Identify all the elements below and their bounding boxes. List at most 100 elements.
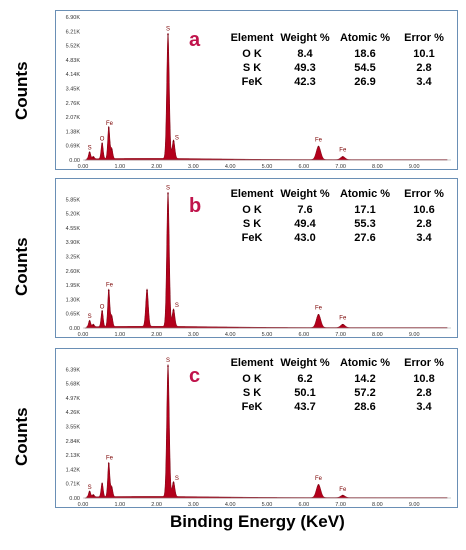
cell-error: 3.4 bbox=[416, 76, 432, 88]
peak-label: S bbox=[175, 476, 179, 482]
x-tick-label: 9.00 bbox=[409, 164, 420, 170]
composition-table-a: Element Weight % Atomic % Error % O K 8.… bbox=[228, 32, 452, 90]
panel-letter-a: a bbox=[189, 29, 201, 51]
peak-point bbox=[167, 193, 169, 195]
peak-point bbox=[92, 494, 95, 497]
x-tick-label: 6.00 bbox=[298, 164, 309, 170]
table-header-row: Element Weight % Atomic % Error % bbox=[228, 188, 452, 204]
x-tick-label: 9.00 bbox=[409, 332, 420, 338]
y-tick-label: 6.21K bbox=[66, 29, 81, 35]
x-tick-label: 7.00 bbox=[335, 332, 346, 338]
peak-point bbox=[172, 309, 175, 312]
table-header-row: Element Weight % Atomic % Error % bbox=[228, 32, 452, 48]
x-tick-label: 5.00 bbox=[262, 502, 273, 508]
cell-atomic: 26.9 bbox=[354, 76, 376, 88]
header-element: Element bbox=[230, 357, 274, 369]
header-weight: Weight % bbox=[280, 357, 330, 369]
y-tick-label: 2.76K bbox=[66, 101, 81, 107]
peak-label: Fe bbox=[339, 315, 347, 321]
header-atomic: Atomic % bbox=[339, 188, 391, 200]
header-weight: Weight % bbox=[280, 32, 330, 44]
y-tick-label: 0.00 bbox=[69, 158, 80, 164]
cell-element: FeK bbox=[241, 76, 263, 88]
y-tick-label: 0.65K bbox=[66, 312, 81, 318]
spectrum-panel-a: 0.00 0.69K 1.38K 2.07K 2.76K 3.45K 4.14K 4.83K 5… bbox=[55, 10, 458, 170]
y-tick-label: 4.55K bbox=[66, 226, 81, 232]
y-tick-label: 0.69K bbox=[66, 144, 81, 150]
peak-point bbox=[167, 365, 169, 367]
cell-element: O K bbox=[242, 373, 262, 385]
cell-element: O K bbox=[242, 48, 262, 60]
y-tick-label: 2.13K bbox=[66, 453, 81, 459]
y-tick-label: 2.60K bbox=[66, 269, 81, 275]
x-tick-label: 2.00 bbox=[151, 332, 162, 338]
peak-point bbox=[107, 127, 110, 129]
cell-error: 10.1 bbox=[413, 48, 435, 60]
cell-atomic: 17.1 bbox=[354, 204, 376, 216]
peak-label: Fe bbox=[315, 305, 323, 311]
header-atomic: Atomic % bbox=[339, 32, 391, 44]
peak-point bbox=[107, 462, 110, 465]
peak-label: Fe bbox=[315, 137, 323, 143]
y-tick-label: 3.25K bbox=[66, 255, 81, 261]
peak-label: S bbox=[88, 485, 92, 491]
y-tick-label: 0.71K bbox=[66, 482, 81, 488]
peak-label: Fe bbox=[339, 487, 347, 493]
peak-point bbox=[88, 491, 91, 493]
header-element: Element bbox=[230, 32, 274, 44]
y-tick-label: 4.14K bbox=[66, 72, 81, 78]
y-tick-label: 5.20K bbox=[66, 212, 81, 218]
peak-label: O bbox=[100, 136, 105, 142]
spectrum-panel-b: 0.00 0.65K 1.30K 1.95K 2.60K 3.25K 3.90K 4.55K 5… bbox=[55, 178, 458, 338]
x-tick-label: 7.00 bbox=[335, 502, 346, 508]
cell-error: 10.6 bbox=[413, 204, 435, 216]
x-tick-label: 3.00 bbox=[188, 164, 199, 170]
cell-weight: 8.4 bbox=[297, 48, 313, 60]
y-tick-label: 6.39K bbox=[66, 367, 81, 373]
peak-point bbox=[101, 143, 103, 145]
spectrum-plot-a: 0.00 0.69K 1.38K 2.07K 2.76K 3.45K 4.14K 4.83K 5… bbox=[66, 15, 451, 170]
peak-label: S bbox=[175, 303, 179, 309]
cell-error: 2.8 bbox=[416, 218, 432, 230]
cell-error: 2.8 bbox=[416, 62, 432, 74]
header-element: Element bbox=[230, 188, 274, 200]
y-axis-label-b: Counts bbox=[12, 237, 31, 296]
x-tick-label: 0.00 bbox=[78, 332, 89, 338]
spectrum-plot-c: 0.00 0.71K 1.42K 2.13K 2.84K 3.55K 4.26K 4.97K 5… bbox=[66, 358, 451, 508]
peak-point bbox=[101, 310, 103, 313]
peak-point bbox=[342, 323, 344, 326]
cell-weight: 50.1 bbox=[294, 387, 316, 399]
cell-weight: 49.3 bbox=[294, 62, 316, 74]
peak-point bbox=[342, 156, 344, 158]
cell-error: 3.4 bbox=[416, 401, 432, 413]
peak-point bbox=[317, 145, 320, 148]
x-axis-label: Binding Energy (KeV) bbox=[170, 512, 345, 531]
panel-letter-c: c bbox=[189, 365, 201, 387]
cell-atomic: 57.2 bbox=[354, 387, 376, 399]
y-tick-label: 3.45K bbox=[66, 87, 81, 93]
peak-point bbox=[172, 482, 175, 484]
y-tick-label: 2.07K bbox=[66, 115, 81, 121]
table-row: S K 49.4 55.3 2.8 bbox=[228, 218, 452, 232]
x-tick-label: 8.00 bbox=[372, 502, 383, 508]
peak-point bbox=[342, 494, 344, 497]
y-tick-label: 1.30K bbox=[66, 297, 81, 303]
cell-weight: 7.6 bbox=[297, 204, 313, 216]
cell-atomic: 14.2 bbox=[354, 373, 376, 385]
peak-label: Fe bbox=[106, 282, 114, 288]
x-tick-label: 7.00 bbox=[335, 164, 346, 170]
table-row: S K 50.1 57.2 2.8 bbox=[228, 387, 452, 401]
x-tick-label: 8.00 bbox=[372, 164, 383, 170]
y-tick-label: 1.38K bbox=[66, 129, 81, 135]
composition-table-b: Element Weight % Atomic % Error % O K 7.… bbox=[228, 188, 452, 246]
header-error: Error % bbox=[404, 32, 444, 44]
peak-point bbox=[317, 484, 320, 486]
y-tick-label: 3.55K bbox=[66, 425, 81, 431]
x-tick-label: 2.00 bbox=[151, 164, 162, 170]
peak-point bbox=[88, 151, 91, 154]
peak-point bbox=[146, 289, 148, 292]
x-tick-label: 0.00 bbox=[78, 164, 89, 170]
peak-label: S bbox=[88, 314, 92, 320]
cell-error: 3.4 bbox=[416, 232, 432, 244]
x-tick-label: 1.00 bbox=[114, 332, 125, 338]
